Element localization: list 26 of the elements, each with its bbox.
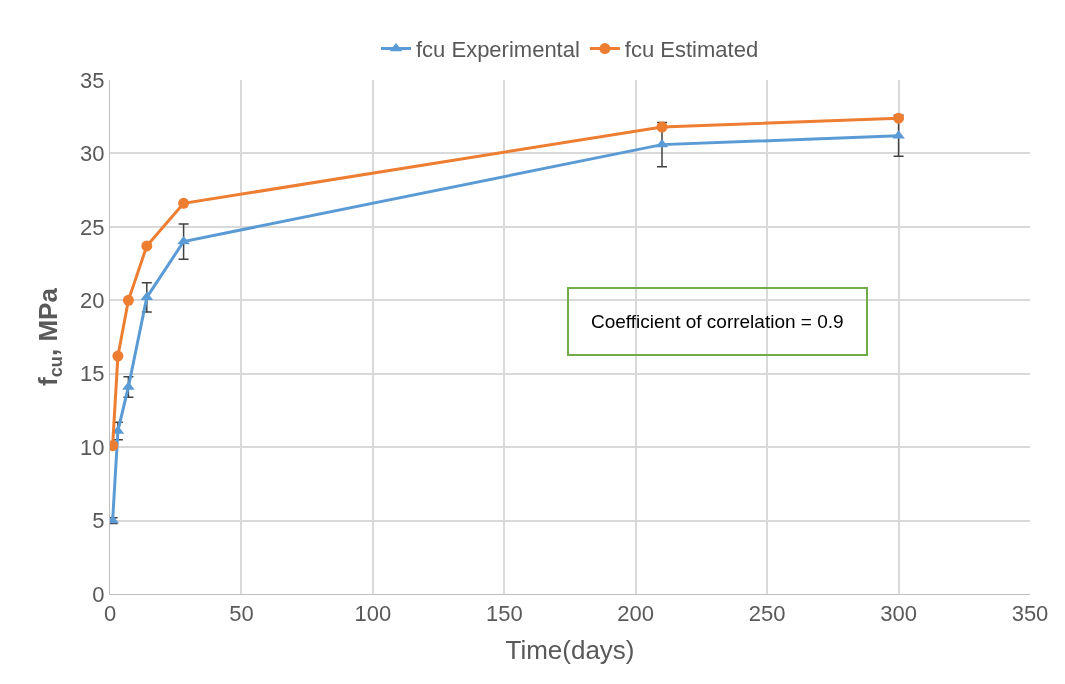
point [112,350,124,362]
x-tick-label: 350 [1011,601,1049,627]
point [122,294,134,306]
point [656,121,668,133]
y-tick-label: 10 [80,434,105,460]
x-tick-label: 300 [880,601,917,627]
y-tick-label: 0 [92,581,105,607]
legend-label: fcu Estimated [624,37,759,63]
y-tick-label: 25 [80,214,105,240]
y-tick-label: 35 [80,67,105,93]
point [178,197,190,209]
x-axis-title: Time(days) [505,635,635,666]
point [140,291,154,301]
x-tick-label: 100 [354,601,392,627]
x-tick-label: 50 [229,601,254,627]
x-tick-label: 250 [748,601,786,627]
point [141,240,153,252]
y-tick-label: 20 [80,287,105,313]
y-tick-label: 15 [80,361,105,387]
x-tick-label: 150 [485,601,523,627]
legend-label: fcu Experimental [416,37,580,63]
point [893,112,905,124]
x-tick-label: 200 [617,601,655,627]
y-tick-label: 30 [80,141,105,167]
annotation: Coefficient of correlation = 0.9 [591,311,844,332]
y-tick-label: 5 [92,508,105,534]
